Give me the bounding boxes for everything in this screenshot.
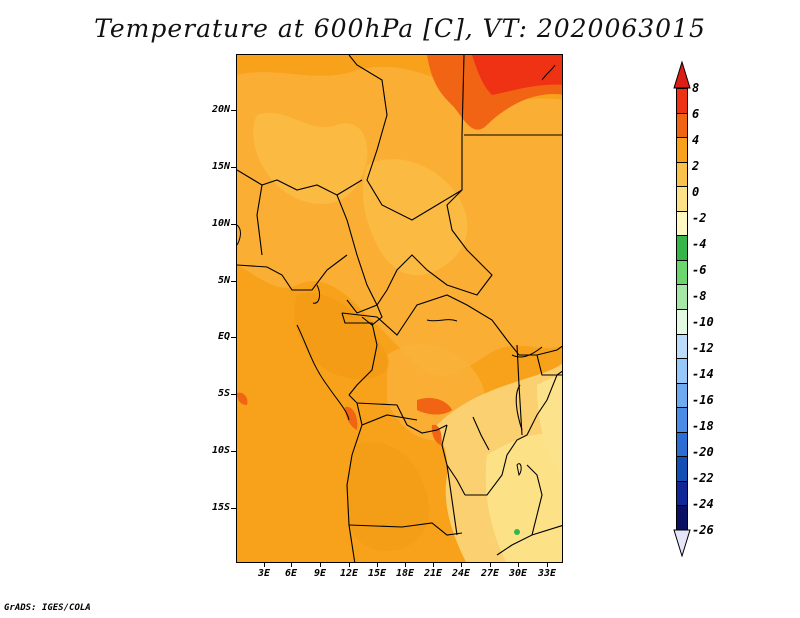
colorbar-label: -26 (692, 523, 714, 537)
lon-label: 9E (313, 568, 327, 579)
colorbar-segment (676, 407, 688, 433)
lon-tick (377, 563, 378, 567)
colorbar-segment (676, 480, 688, 507)
lat-tick (231, 394, 236, 395)
colorbar-label: -20 (692, 445, 714, 459)
lon-label: 15E (367, 568, 387, 579)
colorbar-segment (676, 259, 688, 286)
map-shading (237, 55, 562, 562)
lat-label: 10N (211, 218, 230, 229)
lat-label: 5N (217, 275, 230, 286)
colorbar-label: 2 (692, 159, 700, 173)
colorbar-top-arrow (673, 61, 691, 89)
map-title: Temperature at 600hPa [C], VT: 202006301… (94, 14, 706, 43)
temperature-map (236, 54, 563, 563)
colorbar-label: -2 (692, 211, 707, 225)
colorbar-segment (676, 505, 688, 531)
colorbar-segment (676, 431, 688, 458)
lon-tick (461, 563, 462, 567)
colorbar-segment (676, 210, 688, 237)
colorbar-label: -16 (692, 393, 714, 407)
lat-tick (231, 508, 236, 509)
lon-tick (291, 563, 292, 567)
lat-label: 10S (211, 445, 230, 456)
colorbar-label: -22 (692, 471, 714, 485)
colorbar-label: 4 (692, 133, 700, 147)
lon-tick (264, 563, 265, 567)
colorbar-segment (676, 235, 688, 261)
lon-tick (433, 563, 434, 567)
lon-label: 21E (423, 568, 443, 579)
colorbar-label: 8 (692, 81, 700, 95)
colorbar-label: -6 (692, 263, 707, 277)
lon-label: 27E (480, 568, 500, 579)
lon-label: 24E (451, 568, 471, 579)
lon-label: 33E (537, 568, 557, 579)
colorbar-label: -12 (692, 341, 714, 355)
lon-label: 30E (508, 568, 528, 579)
lat-tick (231, 337, 236, 338)
lat-tick (231, 110, 236, 111)
lat-label: 5S (217, 388, 230, 399)
colorbar-segment (676, 382, 688, 409)
lat-tick (231, 281, 236, 282)
colorbar-segment (676, 284, 688, 310)
lon-tick (490, 563, 491, 567)
colorbar-label: -10 (692, 315, 714, 329)
colorbar-segment (676, 137, 688, 163)
lat-label: 15N (211, 161, 230, 172)
footer-credit: GrADS: IGES/COLA (4, 603, 91, 613)
colorbar-label: -24 (692, 497, 714, 511)
lon-label: 3E (257, 568, 271, 579)
colorbar-label: 0 (692, 185, 700, 199)
lat-label: 20N (211, 104, 230, 115)
colorbar-segment (676, 358, 688, 384)
colorbar-label: 6 (692, 107, 700, 121)
lon-tick (349, 563, 350, 567)
lat-tick (231, 451, 236, 452)
colorbar-label: -8 (692, 289, 707, 303)
lon-tick (547, 563, 548, 567)
lat-label: EQ (217, 331, 230, 342)
colorbar-segment (676, 112, 688, 139)
lon-tick (320, 563, 321, 567)
lon-tick (518, 563, 519, 567)
lon-label: 12E (339, 568, 359, 579)
colorbar-segment (676, 333, 688, 360)
lat-label: 15S (211, 502, 230, 513)
colorbar-segment (676, 186, 688, 212)
colorbar-segment (676, 161, 688, 188)
lat-tick (231, 167, 236, 168)
lon-label: 6E (284, 568, 298, 579)
lon-tick (405, 563, 406, 567)
colorbar-segment (676, 88, 688, 114)
colorbar-bottom-arrow (673, 529, 691, 557)
lon-label: 18E (395, 568, 415, 579)
colorbar-segment (676, 456, 688, 482)
colorbar-segment (676, 309, 688, 335)
colorbar-label: -14 (692, 367, 714, 381)
lat-tick (231, 224, 236, 225)
colorbar (676, 88, 688, 531)
colorbar-label: -4 (692, 237, 707, 251)
colorbar-label: -18 (692, 419, 714, 433)
